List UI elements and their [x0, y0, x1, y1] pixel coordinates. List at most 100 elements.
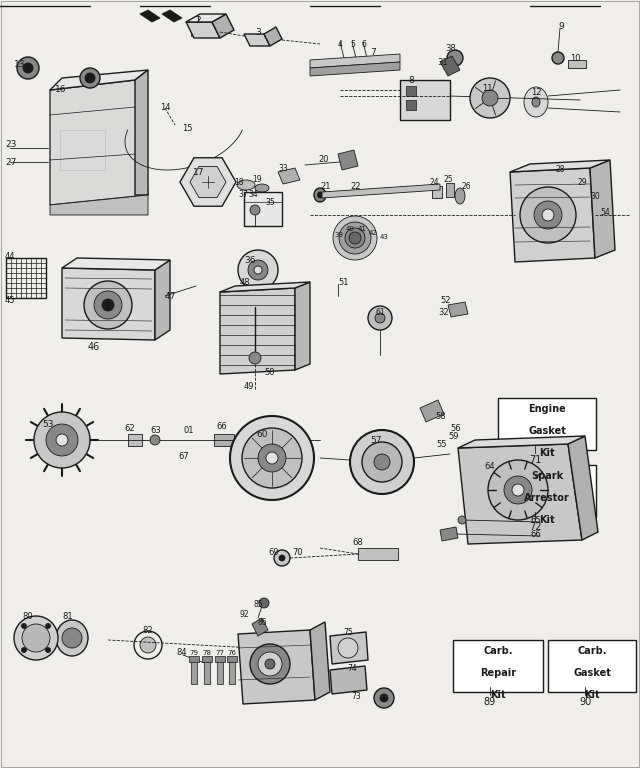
Polygon shape	[186, 22, 220, 38]
Circle shape	[349, 232, 361, 244]
Polygon shape	[62, 268, 155, 340]
Text: Carb.: Carb.	[577, 646, 607, 656]
Text: 54: 54	[600, 208, 610, 217]
Text: Kit: Kit	[539, 515, 555, 525]
Text: 59: 59	[448, 432, 458, 441]
Circle shape	[447, 50, 463, 66]
Text: Kit: Kit	[490, 690, 506, 700]
Text: 6: 6	[361, 40, 366, 49]
Circle shape	[17, 57, 39, 79]
Text: 46: 46	[88, 342, 100, 352]
Text: 41: 41	[358, 226, 367, 232]
Polygon shape	[322, 184, 440, 198]
Text: 67: 67	[178, 452, 189, 461]
Ellipse shape	[237, 180, 255, 190]
Bar	[446, 183, 454, 197]
Circle shape	[84, 281, 132, 329]
Bar	[6, 258, 46, 298]
Text: 60: 60	[256, 430, 268, 439]
Circle shape	[46, 424, 78, 456]
Circle shape	[140, 637, 156, 653]
Text: 47: 47	[165, 292, 177, 301]
Text: 4: 4	[338, 40, 343, 49]
Polygon shape	[217, 660, 223, 684]
Bar	[498, 398, 596, 450]
Text: 43: 43	[380, 234, 389, 240]
Circle shape	[45, 647, 51, 653]
Text: 66: 66	[530, 530, 541, 539]
Text: 36: 36	[244, 256, 255, 265]
Text: 38: 38	[445, 44, 456, 53]
Text: 82: 82	[142, 626, 152, 635]
Text: 65: 65	[530, 516, 541, 525]
Text: Gasket: Gasket	[573, 668, 611, 678]
Circle shape	[249, 352, 261, 364]
Text: 71: 71	[529, 455, 541, 465]
Polygon shape	[330, 632, 368, 664]
Polygon shape	[458, 436, 585, 448]
Circle shape	[242, 428, 302, 488]
Polygon shape	[220, 282, 310, 292]
Circle shape	[34, 412, 90, 468]
Ellipse shape	[317, 192, 323, 198]
Text: 62: 62	[124, 424, 134, 433]
Text: 40: 40	[346, 226, 355, 232]
Ellipse shape	[255, 184, 269, 192]
Text: 8: 8	[408, 76, 413, 85]
Text: 50: 50	[264, 368, 275, 377]
Text: 57: 57	[370, 436, 381, 445]
Ellipse shape	[455, 188, 465, 204]
Text: Repair: Repair	[480, 668, 516, 678]
Text: 01: 01	[184, 426, 195, 435]
Polygon shape	[191, 660, 197, 684]
Circle shape	[374, 688, 394, 708]
Text: 73: 73	[351, 692, 361, 701]
Circle shape	[534, 201, 562, 229]
Circle shape	[80, 68, 100, 88]
Text: 2: 2	[195, 16, 201, 25]
Circle shape	[14, 616, 58, 660]
Text: 19: 19	[252, 175, 262, 184]
Polygon shape	[140, 10, 160, 22]
Polygon shape	[238, 630, 315, 704]
Polygon shape	[50, 80, 148, 205]
Polygon shape	[310, 54, 400, 68]
Text: 55: 55	[436, 440, 447, 449]
Text: Gasket: Gasket	[528, 426, 566, 436]
Circle shape	[62, 628, 82, 648]
Text: 35: 35	[265, 198, 275, 207]
Text: 24: 24	[430, 178, 440, 187]
Text: 3: 3	[255, 28, 261, 37]
Text: 92: 92	[240, 610, 250, 619]
Text: 90: 90	[579, 697, 591, 707]
Circle shape	[250, 644, 290, 684]
Circle shape	[258, 444, 286, 472]
Bar	[453, 640, 543, 692]
Circle shape	[333, 216, 377, 260]
Text: 33: 33	[278, 164, 288, 173]
Text: Kit: Kit	[539, 448, 555, 458]
Polygon shape	[50, 195, 148, 215]
Polygon shape	[50, 70, 148, 90]
Bar	[548, 640, 636, 692]
Text: 37: 37	[238, 190, 248, 199]
Circle shape	[102, 299, 114, 311]
Text: 25: 25	[444, 175, 454, 184]
Text: 86: 86	[258, 618, 268, 627]
Circle shape	[374, 454, 390, 470]
Bar	[228, 292, 286, 307]
Circle shape	[512, 484, 524, 496]
Polygon shape	[62, 258, 170, 270]
Text: 32: 32	[438, 308, 449, 317]
Text: 53: 53	[42, 420, 54, 429]
Polygon shape	[310, 62, 400, 76]
Circle shape	[375, 313, 385, 323]
Polygon shape	[264, 27, 282, 46]
Polygon shape	[180, 157, 236, 207]
Text: 78: 78	[202, 650, 211, 656]
Polygon shape	[186, 14, 226, 22]
Circle shape	[150, 435, 160, 445]
Circle shape	[345, 228, 365, 248]
Text: 81: 81	[62, 612, 72, 621]
Text: 30: 30	[590, 192, 600, 201]
